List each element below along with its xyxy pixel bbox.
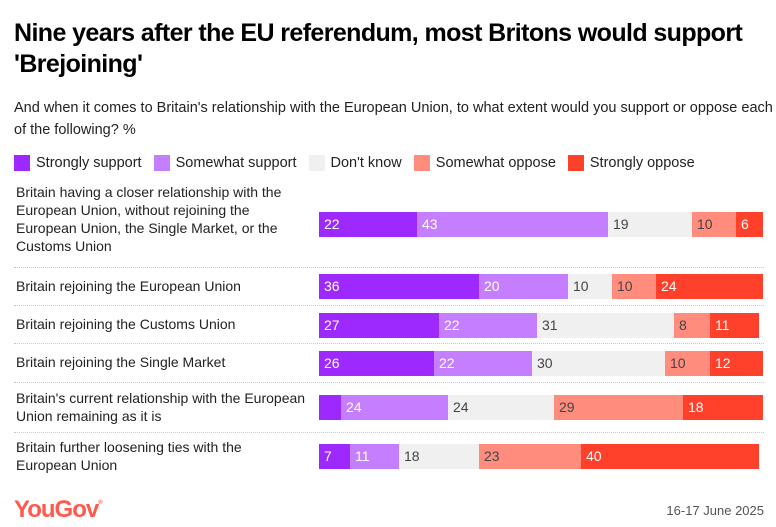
bar-segment-somewhat-support bbox=[350, 444, 399, 469]
stacked-bar: 27 22 31 8 11 bbox=[319, 313, 763, 338]
chart-subtitle: And when it comes to Britain's relations… bbox=[14, 100, 773, 138]
bar-segment-somewhat-oppose bbox=[554, 395, 683, 420]
bar-segment-strongly-oppose bbox=[710, 351, 763, 376]
legend-swatch bbox=[14, 155, 30, 171]
bar-segment-don-t-know bbox=[448, 395, 554, 420]
row-divider bbox=[14, 267, 764, 268]
row-divider bbox=[14, 305, 764, 306]
data-label: 18 bbox=[688, 399, 704, 415]
bar-segment-somewhat-support bbox=[341, 395, 448, 420]
legend: Strongly support Somewhat support Don't … bbox=[14, 153, 707, 173]
legend-label: Somewhat oppose bbox=[435, 155, 556, 171]
registered-mark-icon: ® bbox=[98, 500, 103, 506]
bar-segment-strongly-support bbox=[319, 212, 417, 237]
stacked-bar: 24 24 29 18 bbox=[319, 395, 763, 420]
bar-segment-somewhat-support bbox=[479, 274, 568, 299]
legend-item-dont-know: Don't know bbox=[308, 155, 402, 171]
legend-swatch bbox=[413, 155, 430, 171]
stacked-bar: 22 43 19 10 6 bbox=[319, 212, 763, 237]
legend-item-somewhat-support: Somewhat support bbox=[153, 155, 297, 171]
bar-segment-strongly-support bbox=[319, 351, 434, 376]
data-label: 31 bbox=[542, 317, 558, 333]
bar-segment-strongly-oppose bbox=[683, 395, 763, 420]
bar-segment-somewhat-oppose bbox=[692, 212, 736, 237]
data-label: 12 bbox=[715, 355, 731, 371]
category-label: Britain further loosening ties with the … bbox=[16, 439, 242, 473]
bar-segment-don-t-know bbox=[532, 351, 665, 376]
stacked-bar: 36 20 10 10 24 bbox=[319, 274, 763, 299]
legend-item-strongly-oppose: Strongly oppose bbox=[567, 155, 695, 171]
data-label: 24 bbox=[661, 278, 677, 294]
data-label: 23 bbox=[484, 448, 500, 464]
legend-label: Don't know bbox=[330, 155, 402, 171]
stacked-bar: 26 22 30 10 12 bbox=[319, 351, 763, 376]
bar-segment-strongly-support bbox=[319, 274, 479, 299]
bar-segment-strongly-oppose bbox=[710, 313, 759, 338]
data-label: 22 bbox=[439, 355, 455, 371]
bar-segment-somewhat-oppose bbox=[665, 351, 710, 376]
category-label: Britain rejoining the Customs Union bbox=[16, 316, 236, 332]
data-label: 10 bbox=[617, 278, 633, 294]
data-label: 11 bbox=[355, 448, 370, 464]
bar-segment-don-t-know bbox=[537, 313, 674, 338]
bar-segment-somewhat-oppose bbox=[479, 444, 581, 469]
bar-segment-somewhat-oppose bbox=[674, 313, 710, 338]
legend-swatch bbox=[567, 155, 584, 171]
stacked-bar: 7 11 18 23 40 bbox=[319, 444, 763, 469]
category-label: Britain rejoining the Single Market bbox=[16, 354, 226, 370]
data-label: 7 bbox=[324, 448, 332, 464]
legend-label: Somewhat support bbox=[175, 155, 297, 171]
bar-segment-somewhat-support bbox=[434, 351, 532, 376]
bar-segment-strongly-oppose bbox=[581, 444, 759, 469]
data-label: 6 bbox=[741, 216, 749, 232]
data-label: 40 bbox=[586, 448, 602, 464]
bar-segment-somewhat-support bbox=[417, 212, 608, 237]
bar-segment-strongly-support bbox=[319, 313, 439, 338]
legend-item-strongly-support: Strongly support bbox=[14, 155, 142, 171]
data-label: 29 bbox=[559, 399, 575, 415]
bar-segment-don-t-know bbox=[608, 212, 692, 237]
data-label: 19 bbox=[613, 216, 629, 232]
category-label: Britain rejoining the European Union bbox=[16, 278, 241, 294]
data-label: 10 bbox=[670, 355, 686, 371]
category-label: Britain having a closer relationship wit… bbox=[16, 184, 282, 254]
data-label: 24 bbox=[346, 399, 362, 415]
bar-segment-strongly-oppose bbox=[736, 212, 763, 237]
data-label: 8 bbox=[679, 317, 687, 333]
bar-segment-somewhat-oppose bbox=[612, 274, 656, 299]
legend-label: Strongly support bbox=[36, 155, 142, 171]
data-label: 20 bbox=[484, 278, 500, 294]
logo-text: YouGov bbox=[14, 496, 99, 523]
row-divider bbox=[14, 432, 764, 433]
data-label: 11 bbox=[715, 317, 730, 333]
legend-swatch bbox=[153, 155, 170, 171]
data-label: 26 bbox=[324, 355, 340, 371]
data-label: 10 bbox=[573, 278, 589, 294]
data-label: 22 bbox=[324, 216, 340, 232]
data-label: 24 bbox=[453, 399, 469, 415]
data-label: 30 bbox=[537, 355, 553, 371]
yougov-logo: YouGov® bbox=[14, 496, 103, 524]
row-divider bbox=[14, 343, 764, 344]
bar-segment-don-t-know bbox=[399, 444, 479, 469]
legend-swatch bbox=[308, 155, 325, 171]
bar-segment-strongly-oppose bbox=[656, 274, 763, 299]
data-label: 43 bbox=[422, 216, 438, 232]
data-label: 18 bbox=[404, 448, 420, 464]
bar-segment-somewhat-support bbox=[439, 313, 537, 338]
data-label: 27 bbox=[324, 317, 340, 333]
legend-item-somewhat-oppose: Somewhat oppose bbox=[413, 155, 556, 171]
data-label: 10 bbox=[697, 216, 713, 232]
chart-title: Nine years after the EU referendum, most… bbox=[14, 19, 743, 78]
row-divider bbox=[14, 382, 764, 383]
category-label: Britain's current relationship with the … bbox=[16, 390, 306, 424]
data-label: 36 bbox=[324, 278, 340, 294]
data-label: 22 bbox=[444, 317, 460, 333]
bar-segment-strongly-support bbox=[319, 395, 341, 420]
bar-segment-strongly-support bbox=[319, 444, 350, 469]
bar-segment-don-t-know bbox=[568, 274, 612, 299]
survey-date: 16-17 June 2025 bbox=[666, 503, 764, 518]
legend-label: Strongly oppose bbox=[589, 155, 695, 171]
